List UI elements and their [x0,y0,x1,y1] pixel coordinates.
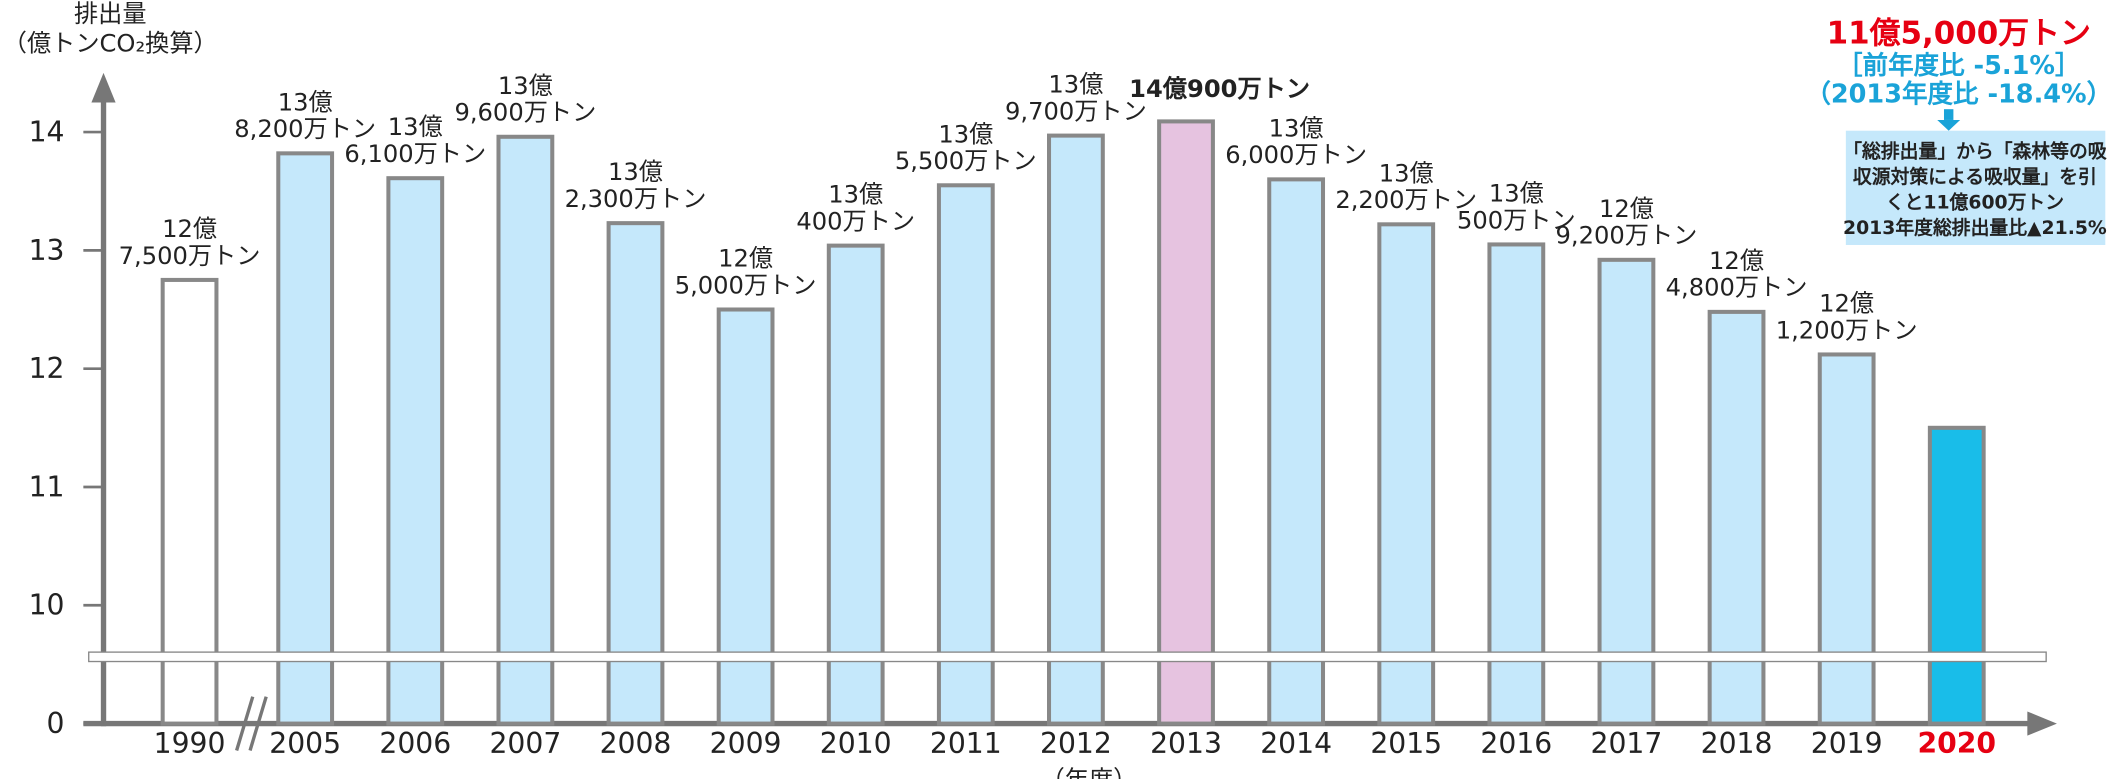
bar [606,221,665,726]
x-tick-label: 2013 [1150,727,1222,760]
note-box [1845,130,2106,245]
x-break-mark [235,696,255,751]
y-tick-label: 12 [29,352,65,385]
value-label: 13億 [828,181,883,209]
y-tick-label: 13 [29,234,65,267]
value-label: 9,200万トン [1556,222,1698,250]
value-label: 500万トン [1457,206,1576,234]
arrow-head [1937,119,1961,131]
bar [1157,119,1215,726]
value-label: 9,700万トン [1005,97,1147,125]
bar [276,151,335,726]
y-axis-arrow [91,72,116,103]
bar [826,243,885,726]
value-label: 2,200万トン [1335,186,1477,214]
note-text: 2013年度総排出量比▲21.5% [1843,216,2107,239]
value-label: 13億 [1489,179,1544,207]
x-tick-label: 2016 [1480,727,1552,760]
axis-break [88,651,2047,663]
value-label: 13億 [608,158,663,186]
value-label: 13億 [1048,71,1103,99]
x-tick-label: 2015 [1370,727,1442,760]
bar [1487,242,1546,726]
value-label: 12億 [1599,195,1654,223]
x-tick-label: 2005 [269,727,341,760]
x-tick-label: 2017 [1591,727,1663,760]
x-tick-label: 2019 [1811,727,1883,760]
value-label: 12億 [718,244,773,272]
value-label: 12億 [162,215,217,243]
value-label: 5,000万トン [675,271,817,299]
arrow-shaft [1943,109,1954,120]
y-tick-label: 0 [47,707,65,740]
x-tick-label: 2008 [600,727,672,760]
annotation: （2013年度比 -18.4%） [1805,79,2108,109]
bar [1927,425,1986,726]
value-label: 13億 [278,88,333,116]
x-tick-label: 2007 [489,727,561,760]
y-axis-label: （億トンCO₂換算） [3,29,218,57]
value-label: 6,000万トン [1225,141,1367,169]
value-label: 14億900万トン [1129,75,1310,103]
x-tick-label: 2012 [1040,727,1112,760]
y-tick-label: 14 [29,115,65,148]
value-label: 8,200万トン [234,115,376,143]
note-text: 「総排出量」から「森林等の吸 [1843,140,2107,163]
value-label: 6,100万トン [344,140,486,168]
x-axis-arrow [2027,711,2057,736]
value-label: 1,200万トン [1776,316,1918,344]
bar [496,134,555,726]
note-text: くと11億600万トン [1886,191,2064,214]
note-text: 収源対策による吸収量」を引 [1853,165,2097,188]
value-label: 12億 [1709,247,1764,275]
x-tick-label: 1990 [154,727,226,760]
value-label: 13億 [388,113,443,141]
y-tick-label: 11 [29,470,65,503]
value-label: 9,600万トン [454,99,596,127]
bar [936,183,995,726]
value-label: 12億 [1819,289,1874,317]
value-label: 4,800万トン [1666,274,1808,302]
value-label: 7,500万トン [119,242,261,270]
bar [1047,133,1105,726]
x-tick-label: 2010 [820,727,892,760]
bar [160,277,219,726]
bar [1377,222,1436,726]
x-axis-label: （年度） [1041,766,1138,779]
bar [1267,177,1326,726]
x-tick-label: 2006 [379,727,451,760]
value-label: 2,300万トン [565,185,707,213]
value-label: 5,500万トン [895,147,1037,175]
x-tick-label: 2018 [1701,727,1773,760]
x-tick-label: 2020 [1917,727,1996,760]
value-label: 13億 [1379,159,1434,187]
bar [1817,352,1876,726]
x-tick-label: 2014 [1260,727,1332,760]
value-label: 13億 [498,72,553,100]
y-axis-label: 排出量 [74,0,147,28]
bar [386,176,445,726]
x-tick-label: 2009 [710,727,782,760]
y-tick-label: 10 [29,589,65,622]
x-break-mark [248,696,268,751]
value-label: 400万トン [796,207,915,235]
bar [1597,257,1656,726]
value-label: 13億 [938,120,993,148]
value-label: 13億 [1269,114,1324,142]
x-tick-label: 2011 [930,727,1002,760]
value-label: 11億5,000万トン [1827,15,2091,51]
annotation: ［前年度比 -5.1%］ [1837,51,2080,81]
